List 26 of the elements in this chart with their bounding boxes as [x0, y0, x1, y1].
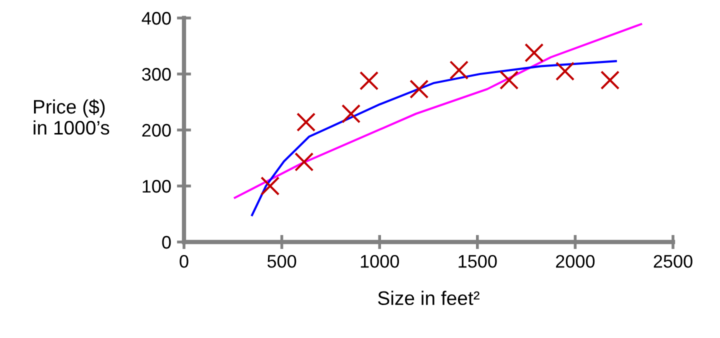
y-tick-label: 400 [142, 12, 171, 25]
point [294, 152, 314, 172]
x-tick-label: 1500 [458, 254, 497, 268]
x-tick-label: 2500 [654, 254, 692, 268]
point [555, 62, 575, 81]
x-axis-title: Size in feet² [378, 290, 480, 306]
point [296, 112, 316, 132]
point [524, 43, 544, 62]
y-tick-label: 200 [142, 124, 171, 137]
y-tick-label: 300 [142, 68, 171, 81]
point [600, 70, 620, 90]
x-tick-label: 2000 [556, 254, 595, 268]
x-tick-label: 1000 [360, 254, 399, 268]
line-series [234, 23, 642, 199]
y-axis-title: Price ($) in 1000’s [34, 99, 110, 135]
y-tick-label: 0 [162, 236, 171, 249]
point [449, 60, 469, 80]
y-tick-label: 100 [142, 180, 171, 193]
point [260, 176, 280, 196]
point [500, 70, 519, 90]
point [410, 80, 429, 99]
point [341, 104, 361, 124]
point [359, 71, 379, 90]
x-tick-label: 0 [180, 254, 188, 268]
x-tick-label: 500 [267, 254, 296, 268]
line-series [251, 60, 617, 216]
